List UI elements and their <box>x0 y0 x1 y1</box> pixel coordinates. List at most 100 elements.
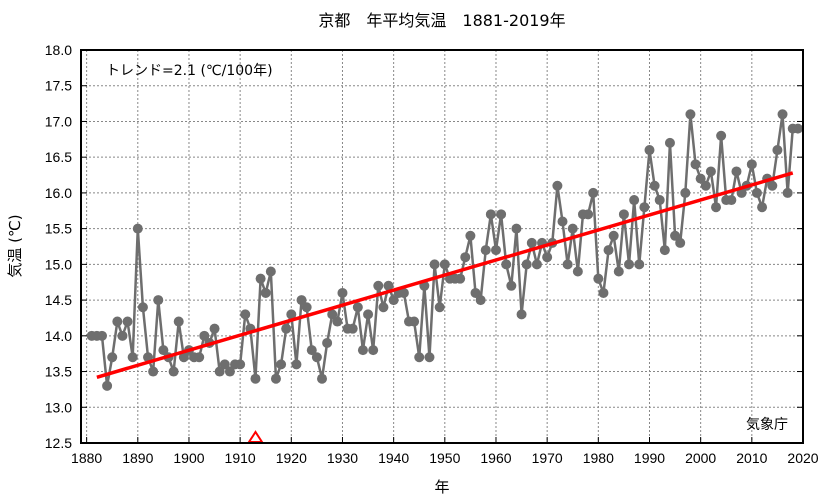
data-point <box>281 323 292 334</box>
temperature-series <box>86 109 803 391</box>
relocation-triangle-marker <box>247 430 264 443</box>
data-point <box>659 245 670 256</box>
data-point <box>296 295 307 306</box>
x-tick-label: 2020 <box>787 450 818 466</box>
data-point <box>618 209 629 220</box>
data-point <box>398 287 409 298</box>
data-point <box>224 366 235 377</box>
data-point <box>731 166 742 177</box>
plot-frame <box>80 49 804 444</box>
data-point <box>475 295 486 306</box>
data-point <box>603 245 614 256</box>
x-tick-label: 1980 <box>583 450 614 466</box>
data-point <box>219 359 230 370</box>
data-point <box>301 302 312 313</box>
data-point <box>751 187 762 198</box>
data-point <box>490 245 501 256</box>
x-tick-label: 1880 <box>71 450 102 466</box>
data-point <box>772 145 783 156</box>
data-point <box>700 180 711 191</box>
x-axis: 1880 1890 1900 1910 1920 1930 1940 1950 1960 1970… <box>71 437 819 466</box>
data-point <box>531 259 542 270</box>
data-point <box>388 295 399 306</box>
data-point <box>373 280 384 291</box>
data-point <box>291 359 302 370</box>
x-axis-label: 年 <box>434 478 449 496</box>
data-point <box>675 237 686 248</box>
y-tick-label: 18.0 <box>45 42 72 58</box>
y-tick-label: 14.5 <box>45 292 72 308</box>
data-point <box>127 352 138 363</box>
x-tick-label: 2000 <box>685 450 716 466</box>
data-point <box>168 366 179 377</box>
data-point <box>424 352 435 363</box>
chart-title: 京都 年平均気温 1881-2019年 <box>318 11 565 30</box>
data-point <box>178 352 189 363</box>
data-point <box>148 366 159 377</box>
data-point <box>153 295 164 306</box>
data-point <box>792 123 803 134</box>
data-point <box>439 259 450 270</box>
data-point <box>757 202 768 213</box>
data-point <box>352 302 363 313</box>
data-point <box>624 259 635 270</box>
data-point <box>470 287 481 298</box>
x-tick-label: 1950 <box>429 450 460 466</box>
data-point <box>480 245 491 256</box>
data-point <box>511 223 522 234</box>
data-point <box>255 273 266 284</box>
data-point <box>317 373 328 384</box>
data-point <box>173 316 184 327</box>
y-axis: 12.5 13.0 13.5 14.0 14.5 15.0 15.5 16.0 16.5 17.0… <box>45 42 803 451</box>
data-point <box>516 309 527 320</box>
y-tick-label: 16.0 <box>45 185 72 201</box>
trend-line <box>96 171 794 379</box>
y-tick-label: 12.5 <box>45 435 72 451</box>
y-tick-label: 15.0 <box>45 256 72 272</box>
data-point <box>96 330 107 341</box>
data-point <box>496 209 507 220</box>
data-point <box>368 345 379 356</box>
data-point <box>608 230 619 241</box>
data-point <box>337 287 348 298</box>
data-point <box>593 273 604 284</box>
data-point <box>506 280 517 291</box>
data-point <box>363 309 374 320</box>
data-point <box>572 266 583 277</box>
data-point <box>782 187 793 198</box>
data-point <box>250 373 261 384</box>
data-point <box>112 316 123 327</box>
data-point <box>562 259 573 270</box>
data-point <box>270 373 281 384</box>
x-tick-label: 1910 <box>225 450 256 466</box>
data-point <box>158 345 169 356</box>
data-point <box>644 145 655 156</box>
data-point <box>777 109 788 120</box>
data-point <box>235 359 246 370</box>
data-point <box>526 237 537 248</box>
data-point <box>122 316 133 327</box>
data-point <box>209 323 220 334</box>
trend-annotation: トレンド=2.1 (℃/100年) <box>106 63 273 79</box>
y-tick-label: 16.5 <box>45 149 72 165</box>
data-point <box>557 216 568 227</box>
data-point <box>767 180 778 191</box>
data-point <box>583 209 594 220</box>
data-point <box>654 195 665 206</box>
y-axis-label: 気温 (℃) <box>6 214 24 277</box>
x-tick-label: 1990 <box>634 450 665 466</box>
data-point <box>117 330 128 341</box>
y-tick-label: 14.0 <box>45 328 72 344</box>
y-tick-label: 15.5 <box>45 221 72 237</box>
grid <box>81 50 803 443</box>
markers <box>247 430 264 443</box>
data-point <box>322 337 333 348</box>
data-point <box>332 316 343 327</box>
data-point <box>102 380 113 391</box>
data-point <box>357 345 368 356</box>
data-point <box>613 266 624 277</box>
data-point <box>286 309 297 320</box>
data-point <box>311 352 322 363</box>
data-point <box>690 159 701 170</box>
data-point <box>711 202 722 213</box>
